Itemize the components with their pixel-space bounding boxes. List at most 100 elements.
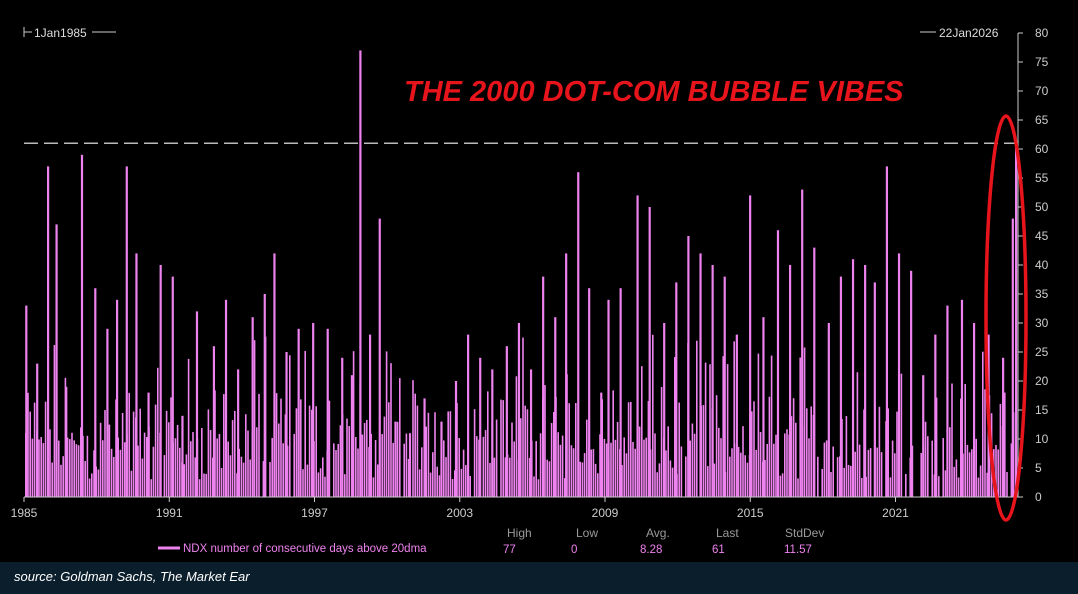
bar bbox=[495, 419, 498, 497]
bar bbox=[227, 441, 229, 497]
bar bbox=[374, 440, 377, 497]
bar bbox=[781, 473, 784, 497]
bar bbox=[671, 467, 674, 497]
peak-bar bbox=[285, 352, 288, 497]
bar bbox=[311, 409, 313, 497]
bar bbox=[328, 400, 331, 497]
bar bbox=[795, 422, 797, 497]
bar bbox=[370, 433, 372, 497]
bar bbox=[984, 389, 986, 497]
bar bbox=[86, 435, 89, 497]
peak-bar bbox=[312, 323, 315, 497]
bar bbox=[432, 452, 434, 497]
bar bbox=[306, 464, 309, 497]
peak-bar bbox=[864, 265, 867, 497]
bar bbox=[658, 463, 661, 497]
bar bbox=[51, 462, 53, 497]
peak-bar bbox=[960, 299, 964, 497]
bar bbox=[689, 440, 691, 497]
bar bbox=[674, 357, 676, 497]
bar bbox=[458, 438, 460, 497]
peak-bar bbox=[711, 265, 714, 497]
bar bbox=[500, 399, 502, 497]
bar bbox=[62, 456, 64, 497]
bar bbox=[71, 432, 73, 497]
peak-bar bbox=[65, 386, 68, 497]
y-tick-label: 20 bbox=[1035, 374, 1049, 388]
bar bbox=[744, 455, 746, 497]
bar bbox=[590, 449, 592, 497]
x-tick-label: 2003 bbox=[446, 506, 473, 520]
bar bbox=[179, 447, 181, 497]
bar bbox=[953, 466, 955, 497]
bar bbox=[462, 449, 465, 497]
bar bbox=[357, 448, 359, 497]
bar bbox=[825, 440, 828, 497]
bar bbox=[381, 434, 383, 497]
peak-bar bbox=[394, 421, 397, 497]
bar bbox=[968, 452, 971, 497]
bar bbox=[80, 427, 82, 497]
bar bbox=[753, 401, 755, 497]
bar bbox=[799, 357, 801, 497]
stats-header-avg: Avg. bbox=[646, 526, 670, 540]
bar bbox=[632, 441, 634, 497]
bar bbox=[392, 442, 394, 497]
bar bbox=[280, 398, 282, 497]
bar bbox=[614, 439, 617, 497]
bar bbox=[289, 355, 291, 497]
x-tick-label: 1991 bbox=[156, 506, 183, 520]
bar bbox=[625, 453, 628, 497]
bar bbox=[335, 450, 337, 497]
bar bbox=[832, 446, 834, 497]
bar bbox=[168, 422, 170, 497]
y-tick-label: 80 bbox=[1035, 26, 1049, 40]
bar bbox=[58, 440, 60, 497]
peak-bar bbox=[851, 259, 855, 497]
bar bbox=[449, 411, 452, 497]
bar bbox=[187, 358, 190, 497]
bar bbox=[403, 443, 405, 497]
bar bbox=[847, 464, 850, 497]
bar bbox=[579, 461, 581, 497]
bar bbox=[143, 432, 146, 497]
y-axis-ticks: 0 5 10 15 20 25 30 35 40 45 50 55 60 65 70 75 80 bbox=[1018, 26, 1049, 504]
bar bbox=[836, 457, 839, 497]
bar bbox=[223, 394, 225, 497]
bar bbox=[352, 351, 355, 497]
bar bbox=[300, 399, 302, 497]
bar bbox=[170, 397, 172, 497]
bar bbox=[139, 408, 141, 497]
bar bbox=[997, 449, 999, 497]
bar bbox=[935, 397, 938, 497]
bar bbox=[616, 421, 619, 497]
bar bbox=[977, 477, 980, 497]
peak-bar bbox=[181, 415, 184, 497]
bar bbox=[220, 468, 223, 497]
bar bbox=[383, 416, 386, 497]
peak-bar bbox=[588, 288, 591, 497]
bar bbox=[434, 412, 436, 497]
bar bbox=[132, 411, 135, 497]
bar bbox=[366, 419, 368, 497]
bar bbox=[570, 445, 573, 497]
bar bbox=[894, 453, 896, 497]
stats-value-stddev: 11.57 bbox=[784, 544, 812, 556]
peak-bar bbox=[788, 265, 792, 497]
bar bbox=[418, 469, 421, 497]
bar bbox=[779, 475, 782, 497]
stats-value-low: 0 bbox=[571, 544, 577, 556]
x-tick-label: 1997 bbox=[301, 506, 328, 520]
stats-header-stddev: StdDev bbox=[785, 526, 824, 540]
bar bbox=[775, 434, 777, 497]
bar bbox=[550, 422, 553, 497]
bar bbox=[429, 472, 432, 497]
peak-bar bbox=[341, 357, 344, 497]
bar bbox=[69, 439, 71, 497]
bar bbox=[38, 439, 40, 497]
peak-bar bbox=[467, 334, 470, 497]
peak-bar bbox=[171, 276, 174, 497]
bar bbox=[502, 400, 504, 497]
bar bbox=[612, 390, 614, 497]
bar-series bbox=[25, 50, 1018, 498]
